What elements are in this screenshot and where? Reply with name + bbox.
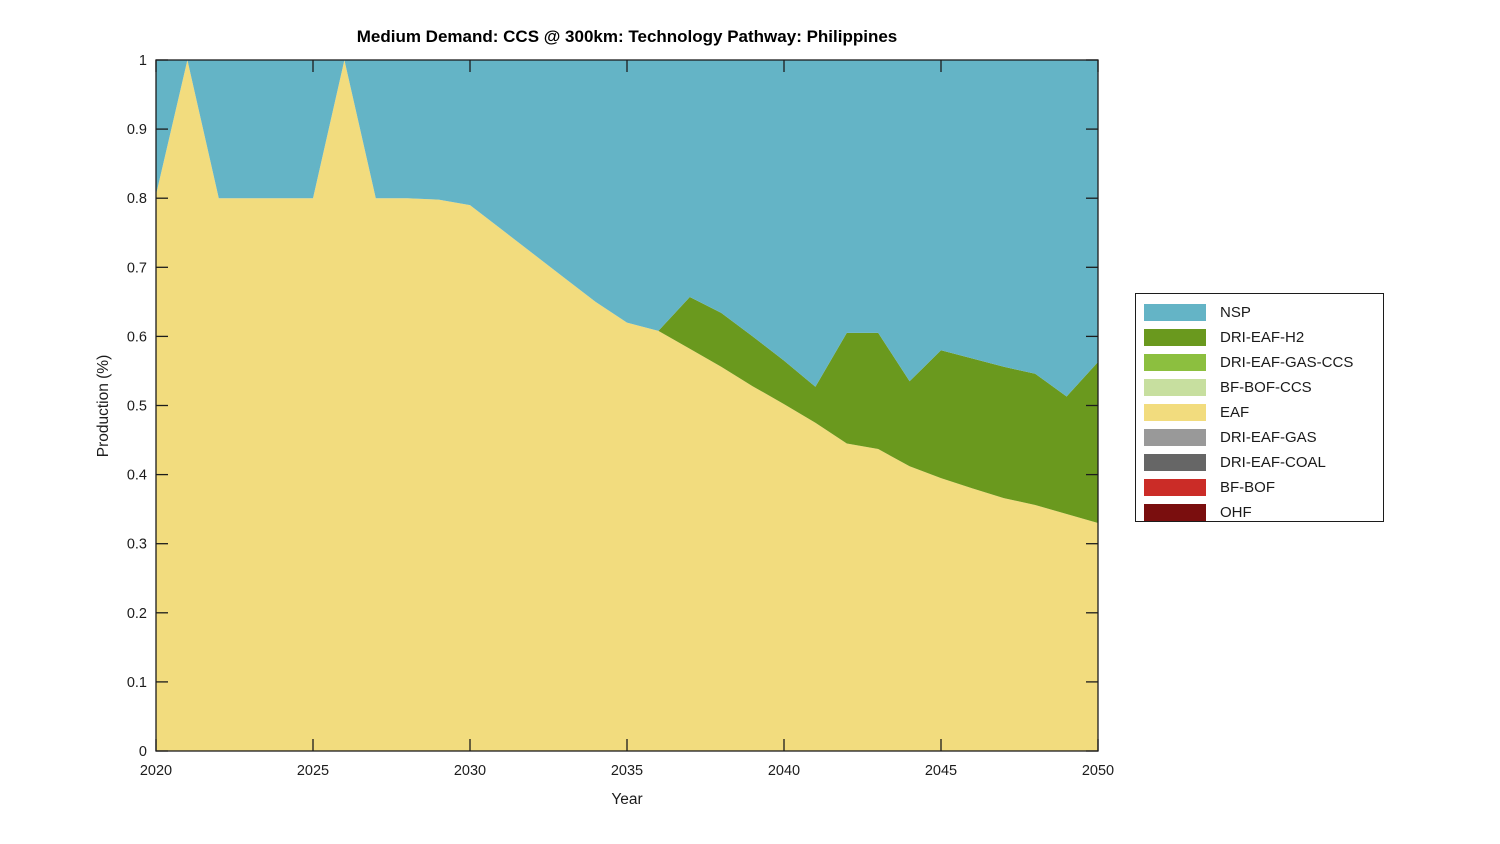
legend-swatch-nsp [1144, 303, 1206, 321]
area-dri-eaf-h2 [156, 60, 1098, 523]
legend-swatch-ohf [1144, 504, 1206, 522]
legend-label: DRI-EAF-COAL [1220, 454, 1326, 472]
legend-swatch-dri-eaf-gas-ccs [1144, 353, 1206, 371]
legend-item-nsp: NSP [1136, 300, 1383, 325]
legend-label: BF-BOF-CCS [1220, 378, 1312, 396]
legend-label: OHF [1220, 504, 1252, 522]
legend-swatch-bf-bof-ccs [1144, 378, 1206, 396]
y-tick-label: 0 [139, 744, 147, 760]
legend-label: EAF [1220, 403, 1250, 421]
legend-item-eaf: EAF [1136, 400, 1383, 425]
legend-swatch-dri-eaf-gas [1144, 429, 1206, 447]
legend-item-dri-eaf-gas: DRI-EAF-GAS [1136, 425, 1383, 450]
x-tick-label: 2045 [925, 763, 957, 779]
legend-item-bf-bof-ccs: BF-BOF-CCS [1136, 375, 1383, 400]
legend-swatch-bf-bof [1144, 479, 1206, 497]
legend-label: DRI-EAF-H2 [1220, 328, 1305, 346]
y-axis-label: Production (%) [95, 354, 112, 458]
y-tick-label: 1 [139, 53, 147, 69]
y-tick-label: 0.5 [127, 399, 147, 415]
x-axis-label: Year [611, 791, 643, 808]
legend-box: NSP DRI-EAF-H2 DRI-EAF-GAS-CCS BF-BOF-CCS EA… [1135, 293, 1384, 522]
y-tick-label: 0.8 [127, 191, 147, 207]
legend-swatch-eaf [1144, 403, 1206, 421]
area-nsp [156, 60, 1098, 397]
y-tick-label: 0.1 [127, 675, 147, 691]
x-tick-label: 2035 [611, 763, 643, 779]
y-tick-label: 0.2 [127, 606, 147, 622]
chart-title: Medium Demand: CCS @ 300km: Technology P… [356, 27, 898, 46]
legend-item-ohf: OHF [1136, 500, 1383, 525]
x-tick-label: 2050 [1082, 763, 1114, 779]
legend-label: DRI-EAF-GAS [1220, 429, 1317, 447]
legend-item-dri-eaf-h2: DRI-EAF-H2 [1136, 325, 1383, 350]
legend-label: NSP [1220, 303, 1251, 321]
x-tick-label: 2030 [454, 763, 486, 779]
legend-label: BF-BOF [1220, 479, 1275, 497]
plot-border [155, 59, 1099, 752]
legend-item-dri-eaf-coal: DRI-EAF-COAL [1136, 450, 1383, 475]
legend-item-dri-eaf-gas-ccs: DRI-EAF-GAS-CCS [1136, 350, 1383, 375]
y-tick-label: 0.6 [127, 329, 147, 345]
x-tick-label: 2020 [140, 763, 172, 779]
y-tick-label: 0.7 [127, 260, 147, 276]
y-tick-label: 0.9 [127, 122, 147, 138]
legend-swatch-dri-eaf-coal [1144, 454, 1206, 472]
area-eaf [156, 60, 1098, 751]
legend-label: DRI-EAF-GAS-CCS [1220, 353, 1354, 371]
y-tick-label: 0.4 [127, 468, 147, 484]
legend-item-bf-bof: BF-BOF [1136, 475, 1383, 500]
x-tick-label: 2040 [768, 763, 800, 779]
x-tick-label: 2025 [297, 763, 329, 779]
y-tick-label: 0.3 [127, 537, 147, 553]
legend-swatch-dri-eaf-h2 [1144, 328, 1206, 346]
